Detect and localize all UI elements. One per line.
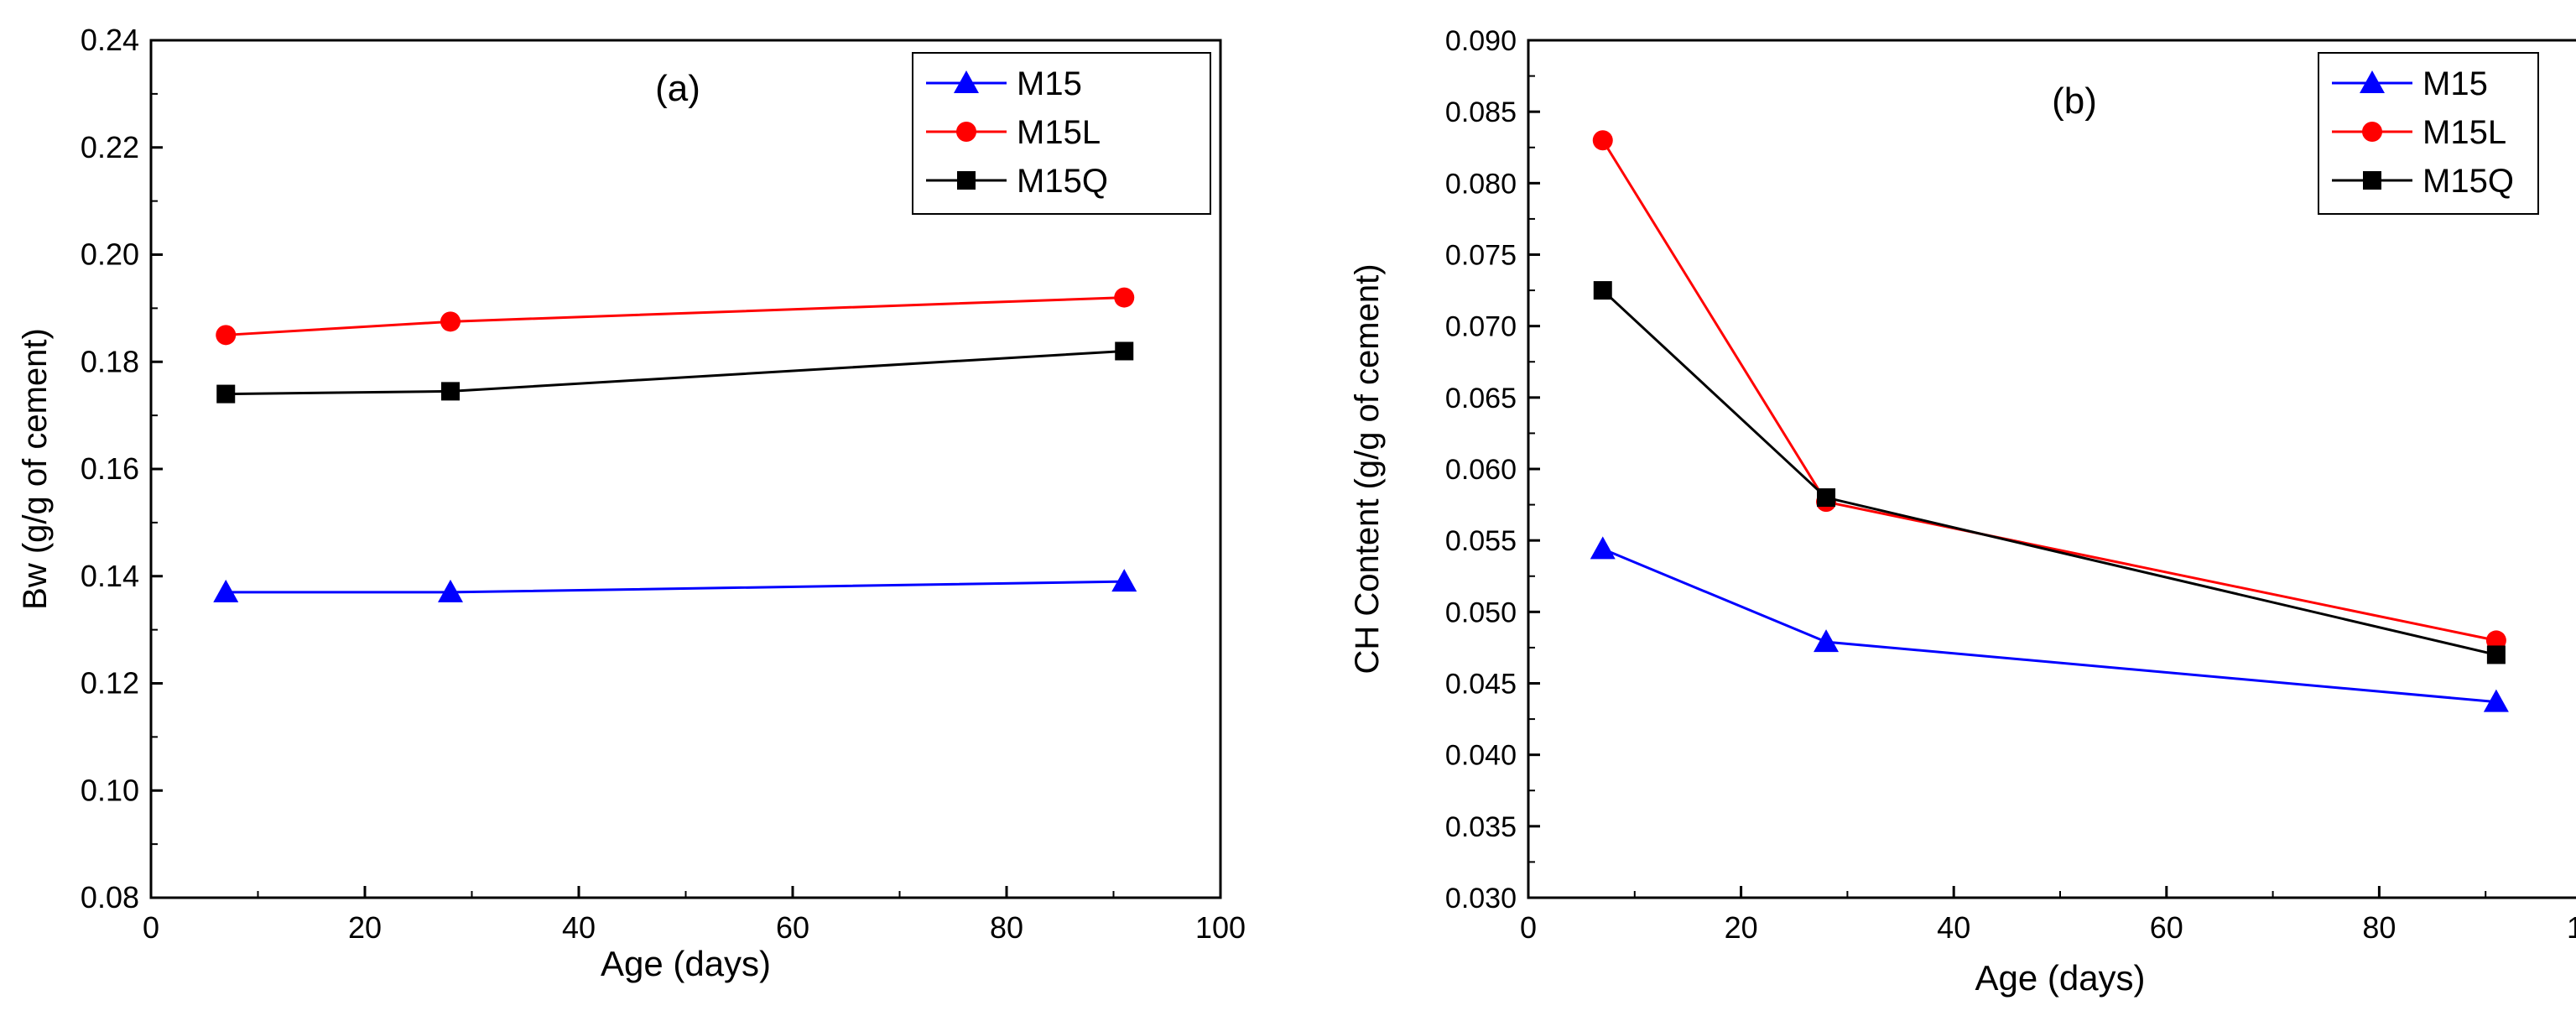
- legend-label: M15: [1017, 65, 1082, 102]
- data-point: [438, 579, 463, 602]
- y-tick-label: 0.045: [1445, 669, 1517, 701]
- series-m15: [213, 569, 1137, 602]
- y-tick-label: 0.22: [81, 130, 139, 164]
- y-tick-label: 0.055: [1445, 525, 1517, 557]
- series-m15l: [216, 287, 1135, 346]
- y-tick-label: 0.085: [1445, 96, 1517, 128]
- panel-label: (a): [655, 68, 700, 109]
- legend-label: M15Q: [2422, 163, 2514, 200]
- y-tick-label: 0.24: [81, 23, 139, 57]
- chart-b-svg: 0 20 40 60 80 100 0.030 0.035 0.040 0.045 0.050 0.0…: [1349, 25, 2576, 998]
- y-tick-label: 0.070: [1445, 311, 1517, 343]
- x-tick-label: 60: [2150, 910, 2183, 945]
- y-tick-label: 0.20: [81, 237, 139, 272]
- series-m15q: [216, 341, 1134, 404]
- data-point: [216, 384, 236, 404]
- legend: M15 M15L M15Q: [2318, 52, 2539, 215]
- data-point: [1814, 629, 1840, 653]
- legend-marker: [957, 171, 976, 190]
- y-tick-label: 0.050: [1445, 597, 1517, 628]
- x-tick-label: 80: [2362, 910, 2396, 945]
- data-point: [1114, 287, 1135, 308]
- x-tick-label: 100: [2567, 910, 2576, 945]
- series-line-m15: [1602, 548, 2497, 704]
- y-tick-label: 0.040: [1445, 740, 1517, 772]
- legend-marker: [2360, 70, 2385, 93]
- x-tick-label: 0: [1520, 910, 1537, 945]
- series-line-m15l: [226, 296, 1125, 336]
- y-tick-label: 0.14: [81, 559, 139, 593]
- x-tick-label: 0: [143, 910, 159, 945]
- x-tick-label: 60: [776, 910, 809, 945]
- x-axis-label: Age (days): [601, 944, 771, 983]
- series-line-m15q: [226, 349, 1125, 396]
- chart-panel-b: 0 20 40 60 80 100 0.030 0.035 0.040 0.045 0.050 0.0…: [1288, 0, 2576, 1016]
- y-tick-label: 0.075: [1445, 240, 1517, 272]
- series-m15q: [1593, 281, 2506, 664]
- legend-marker: [2362, 122, 2382, 142]
- series-line-m15q: [1601, 289, 2497, 656]
- legend: M15 M15L M15Q: [912, 52, 1211, 215]
- series-line-m15: [226, 580, 1125, 594]
- series-m15: [1590, 536, 2509, 712]
- panel-label: (b): [2052, 81, 2097, 122]
- x-tick-label: 100: [1195, 910, 1246, 945]
- x-tick-label: 40: [1937, 910, 1970, 945]
- data-point: [2485, 630, 2506, 651]
- y-tick-label: 0.060: [1445, 454, 1517, 486]
- legend-label: M15: [2422, 65, 2488, 102]
- y-tick-label: 0.035: [1445, 811, 1517, 843]
- legend-label: M15L: [2422, 114, 2506, 151]
- y-tick-label: 0.10: [81, 773, 139, 807]
- x-tick-label: 40: [562, 910, 596, 945]
- data-point: [216, 325, 237, 346]
- legend-label: M15Q: [1017, 163, 1108, 200]
- data-point: [441, 382, 460, 401]
- y-axis-label: CH Content (g/g of cement): [1349, 263, 1386, 674]
- data-point: [2486, 645, 2506, 664]
- x-tick-label: 20: [1725, 910, 1758, 945]
- data-point: [1817, 488, 1836, 508]
- x-axis-label: Age (days): [1975, 958, 2145, 998]
- y-tick-label: 0.030: [1445, 883, 1517, 914]
- y-axis-label: Bw (g/g of cement): [17, 328, 54, 610]
- legend-box: [2318, 52, 2539, 215]
- y-tick-label: 0.12: [81, 666, 139, 701]
- chart-panel-a: 0 20 40 60 80 100 0.08 0.10 0.12 0.14 0.16 0.18 0.20…: [17, 23, 1246, 983]
- chart-a-svg: 0 20 40 60 80 100 0.08 0.10 0.12 0.14 0.16 0.18 0.20…: [17, 23, 1246, 983]
- legend-marker: [2363, 171, 2381, 190]
- legend-label: M15L: [1017, 114, 1101, 151]
- x-tick-label: 80: [990, 910, 1023, 945]
- data-point: [2483, 689, 2509, 712]
- series-line-m15l: [1601, 139, 2497, 642]
- data-point: [1593, 281, 1612, 300]
- data-point: [1115, 341, 1134, 361]
- data-point: [440, 311, 461, 332]
- y-tick-label: 0.090: [1445, 25, 1517, 57]
- y-tick-label: 0.18: [81, 344, 139, 378]
- x-tick-label: 20: [348, 910, 382, 945]
- legend-marker: [956, 122, 976, 142]
- y-tick-label: 0.065: [1445, 383, 1517, 414]
- data-point: [1111, 569, 1137, 592]
- legend-marker: [954, 70, 979, 93]
- y-tick-label: 0.080: [1445, 168, 1517, 200]
- data-point: [1590, 536, 1616, 560]
- y-tick-label: 0.16: [81, 451, 139, 486]
- data-point: [1592, 130, 1613, 151]
- y-tick-label: 0.08: [81, 880, 139, 914]
- data-point: [213, 579, 239, 602]
